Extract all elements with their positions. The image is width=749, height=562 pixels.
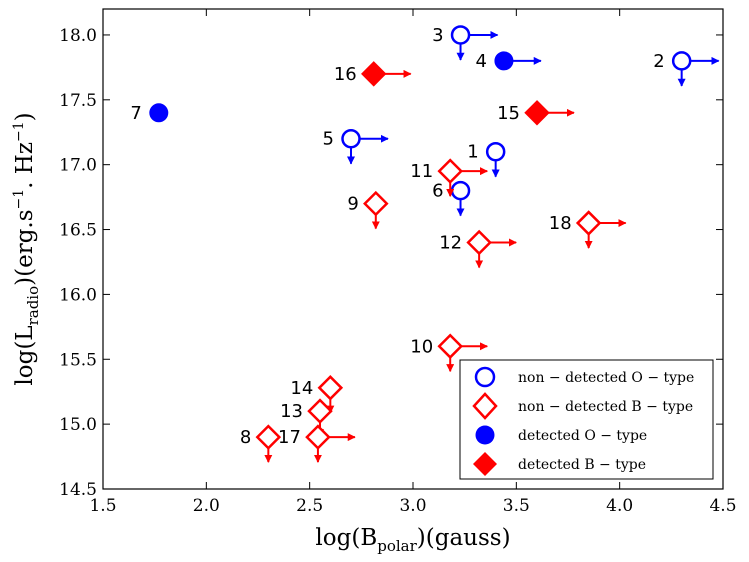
y-tick-label: 14.5 (59, 480, 97, 500)
point-label: 7 (130, 103, 141, 124)
x-tick-label: 4.0 (606, 496, 633, 516)
point-label: 2 (653, 51, 664, 72)
y-tick-label: 16.5 (59, 221, 97, 241)
point-label: 12 (439, 233, 462, 254)
x-tick-label: 3.0 (399, 496, 426, 516)
marker-nondetected-o (671, 51, 692, 71)
y-tick-label: 17.5 (59, 91, 97, 111)
marker-nondetected-b (575, 210, 602, 236)
point-label: 15 (497, 103, 520, 124)
marker-detected-b (524, 100, 550, 126)
marker-nondetected-b (363, 190, 389, 217)
marker-nondetected-o (450, 180, 471, 201)
legend-frame (459, 359, 714, 480)
point-label: 9 (347, 194, 358, 215)
point-label: 6 (432, 181, 443, 202)
marker-detected-o (149, 103, 169, 123)
marker-detected-b (361, 61, 387, 87)
legend-label-nondetected-o: non − detected O − type (518, 370, 694, 386)
legend-marker-detected-b (473, 452, 497, 476)
legend-label-nondetected-b: non − detected B − type (518, 399, 693, 415)
x-tick-label: 2.5 (296, 496, 323, 516)
legend-marker-nondetected-o (474, 366, 496, 388)
plot-frame (102, 8, 724, 490)
y-tick-label: 15.0 (59, 415, 97, 435)
x-tick-label: 2.0 (193, 496, 220, 516)
point-label: 1 (467, 142, 478, 163)
y-tick-label: 15.5 (59, 350, 97, 370)
tick-labels: 1.5 2.0 2.5 3.0 3.5 4.0 4.5 14.5 15.0 15.5 16.0 16.… (59, 26, 736, 516)
legend-label-detected-b: detected B − type (518, 457, 646, 473)
point-label: 13 (280, 401, 303, 422)
point-label: 17 (278, 427, 301, 448)
marker-detected-o (494, 51, 514, 71)
point-label: 3 (432, 25, 443, 46)
x-tick-label: 1.5 (89, 496, 116, 516)
marker-nondetected-b (466, 229, 492, 256)
y-axis-title: log(Lradio)(erg.s−1. Hz−1) (11, 112, 42, 385)
x-tick-label: 4.5 (709, 496, 736, 516)
point-label: 8 (240, 427, 251, 448)
point-label: 11 (410, 161, 433, 182)
legend-label-detected-o: detected O − type (518, 428, 647, 444)
marker-nondetected-b (437, 333, 463, 360)
marker-nondetected-b (255, 424, 282, 450)
legend: non − detected O − type non − detected B… (459, 359, 714, 480)
marker-nondetected-b (317, 375, 344, 401)
point-label: 14 (290, 378, 313, 399)
x-axis-title: log(Bpolar)(gauss) (315, 525, 510, 555)
point-label: 5 (323, 129, 334, 150)
marker-nondetected-b (437, 158, 463, 184)
point-label: 16 (334, 64, 357, 85)
x-tick-label: 3.5 (503, 496, 530, 516)
marker-nondetected-o (341, 128, 361, 149)
marker-nondetected-o (485, 141, 506, 162)
y-tick-label: 17.0 (59, 156, 97, 176)
y-tick-label: 16.0 (59, 285, 97, 305)
point-label: 10 (410, 336, 433, 357)
y-tick-label: 18.0 (59, 26, 97, 46)
legend-marker-nondetected-b (472, 392, 498, 420)
marker-nondetected-b (305, 424, 331, 450)
marker-nondetected-o (450, 25, 471, 45)
point-label: 4 (475, 51, 486, 72)
point-label: 18 (549, 213, 572, 234)
legend-marker-detected-o (475, 425, 495, 445)
